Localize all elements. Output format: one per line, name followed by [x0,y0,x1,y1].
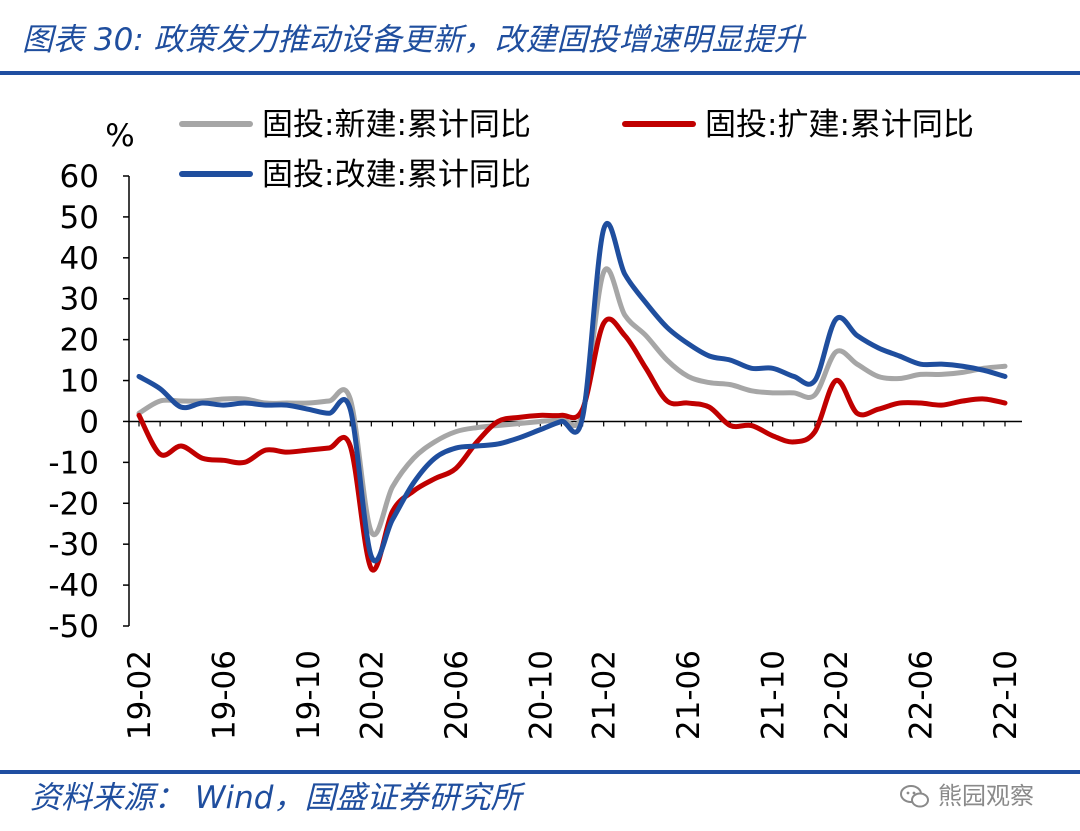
x-tick-label: 19-06 [206,650,242,740]
header-rule [0,71,1080,75]
y-tick-label: 50 [60,200,99,236]
y-tick-label: -10 [48,445,99,481]
y-tick-label: -40 [48,568,99,604]
series-expansion-line [136,316,1008,573]
chart-title: 图表 30: 政策发力推动设备更新，改建固投增速明显提升 [22,22,805,58]
source-note: 资料来源： Wind，国盛证券研究所 [30,780,522,816]
x-tick-label: 20-10 [523,650,559,740]
x-tick-label: 21-10 [756,650,792,740]
y-tick-label: 0 [79,404,99,440]
x-tick-label: 19-02 [122,650,158,740]
y-axis-unit: % [105,118,134,154]
x-tick-label: 20-02 [354,650,390,740]
x-tick-label: 20-06 [439,650,475,740]
series-renovation-line [136,221,1008,564]
watermark-text: 熊园观察 [938,782,1034,810]
series-new-build-line [136,266,1008,538]
x-tick-label: 21-02 [587,650,623,740]
x-tick-label: 22-06 [904,650,940,740]
chart-series [136,221,1008,573]
y-tick-label: 60 [60,159,99,195]
x-tick-label: 22-02 [819,650,855,740]
y-tick-label: -20 [48,486,99,522]
legend-expansion-label: 固投:扩建:累计同比 [705,107,974,143]
y-tick-label: 40 [60,241,99,277]
y-tick-label: 30 [60,282,99,318]
y-tick-label: 10 [60,364,99,400]
watermark: 熊园观察 [900,776,1034,811]
x-tick-label: 19-10 [291,650,327,740]
y-tick-label: 20 [60,323,99,359]
x-tick-label: 22-10 [988,650,1024,740]
chart-axes: 60 50 40 30 20 10 0 -10 -20 -30 -40 -50% 19-02 19-06 1… [48,118,1024,740]
y-tick-label: -50 [48,609,99,645]
line-chart: 60 50 40 30 20 10 0 -10 -20 -30 -40 -50% 19-02 19-06 1… [48,107,1024,740]
footer-rule [0,770,1080,774]
legend-new-build-label: 固投:新建:累计同比 [262,107,531,143]
legend-renovation-label: 固投:改建:累计同比 [262,157,531,193]
y-tick-label: -30 [48,527,99,563]
x-tick-label: 21-06 [671,650,707,740]
wechat-icon [900,785,929,808]
